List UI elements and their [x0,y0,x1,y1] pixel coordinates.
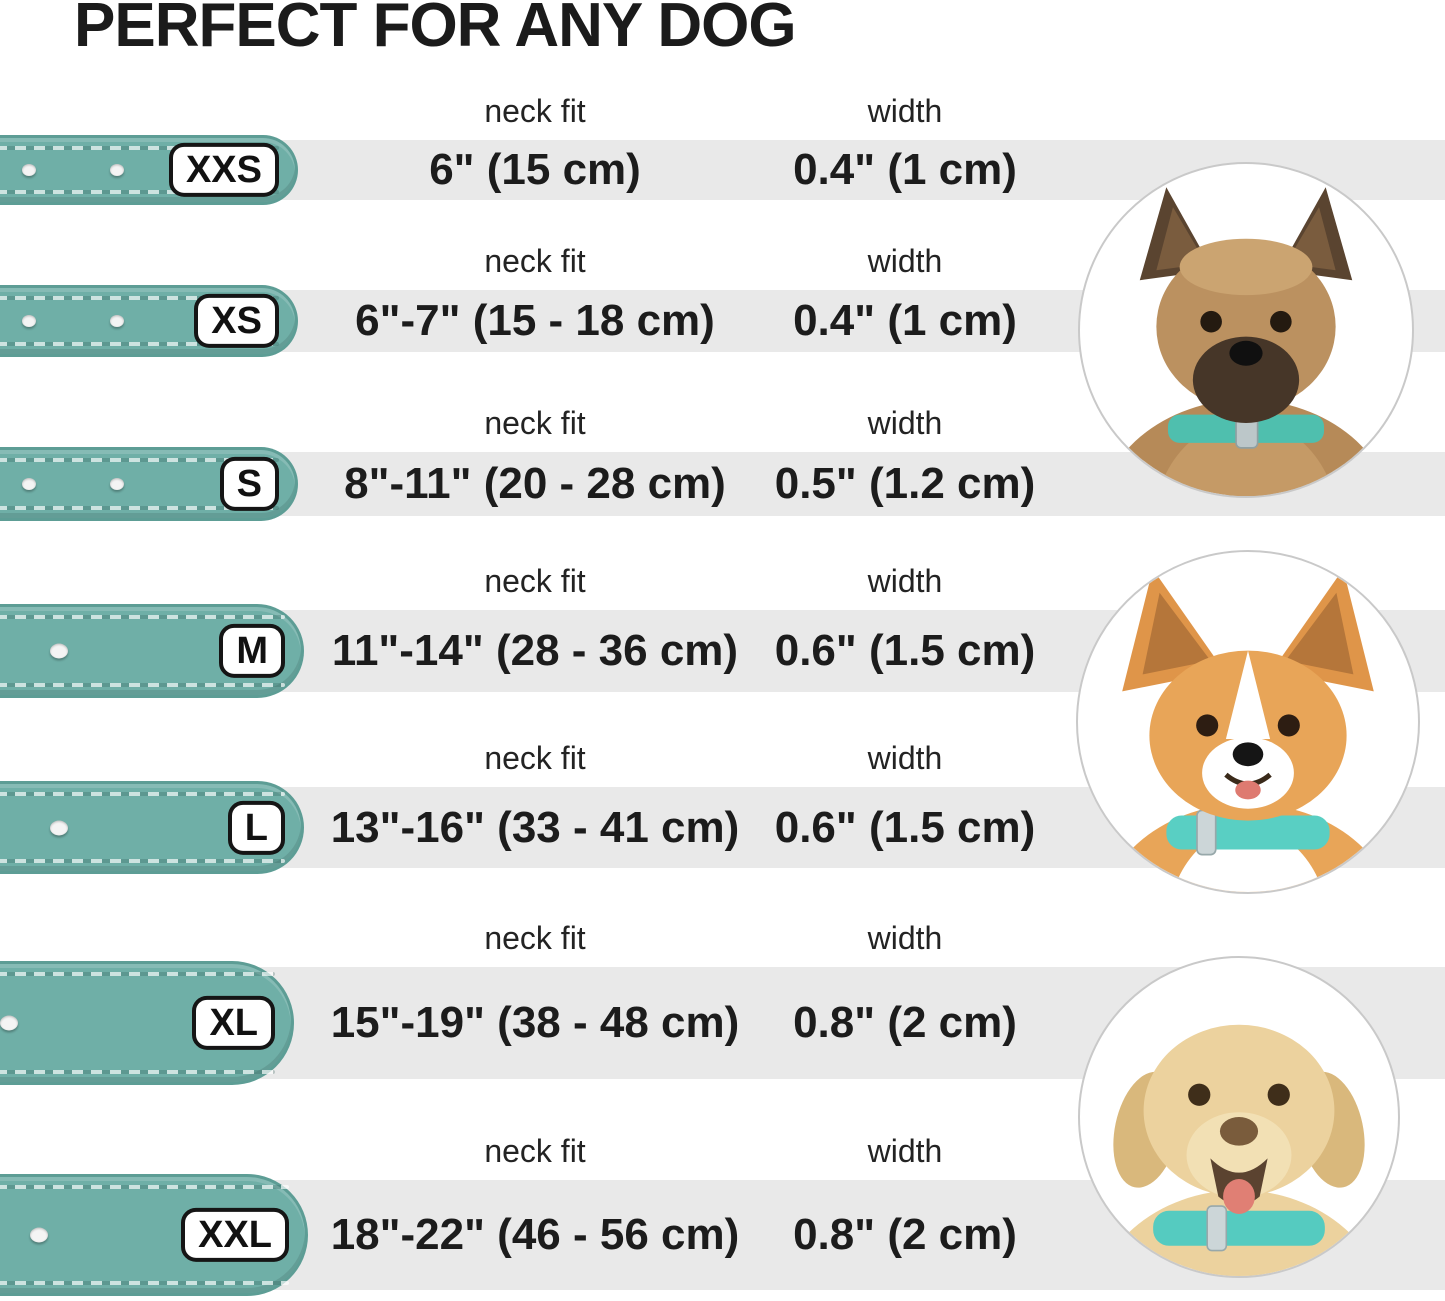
collar-hole [50,820,68,835]
collar-illustration-l: L [0,781,304,874]
collar-stitching [0,506,279,510]
size-badge: L [227,800,285,855]
neck-fit-column-header: neck fit [484,1133,586,1169]
neck-fit-value: 6"-7" (15 - 18 cm) [355,296,715,345]
terrier-illustration [1100,187,1392,496]
collar-stitching [0,1185,289,1189]
neck-fit-column-header: neck fit [484,920,586,956]
collar-stitching [0,859,285,863]
collar-stitching [0,342,279,346]
width-column-header: width [867,405,943,441]
width-column-header: width [867,563,943,599]
collar-hole [22,164,36,176]
size-row-xxs: neck fit width XXS 6" (15 cm) 0.4" (1 cm… [0,93,1445,205]
width-column-header: width [867,920,943,956]
collar-stitching [0,146,279,150]
collar-hole [110,478,124,490]
neck-fit-column-header: neck fit [484,243,586,279]
size-badge: M [219,623,285,679]
neck-fit-value: 6" (15 cm) [429,145,641,194]
width-column-header: width [867,1133,943,1169]
width-column-header: width [867,93,943,129]
collar-stitching [0,296,279,300]
neck-fit-value: 8"-11" (20 - 28 cm) [344,459,726,508]
collar-hole [22,478,36,490]
collar-stitching [0,972,275,976]
collar-illustration-m: M [0,604,304,698]
dog-photo-corgi [1076,550,1420,894]
collar-stitching [0,792,285,796]
neck-fit-column-header: neck fit [484,405,586,441]
width-value: 0.5" (1.2 cm) [774,459,1036,508]
size-badge: XXS [168,142,279,198]
neck-fit-column-header: neck fit [484,563,586,599]
collar-illustration-xl: XL [0,961,294,1085]
neck-fit-value: 18"-22" (46 - 56 cm) [330,1210,740,1259]
size-badge: XS [194,293,279,349]
collar-stitching [0,458,279,462]
collar-hole [50,643,68,659]
width-column-header: width [867,243,943,279]
width-value: 0.6" (1.5 cm) [774,802,1036,852]
neck-fit-column-header: neck fit [484,93,586,129]
collar-illustration-xxs: XXS [0,135,298,205]
dog-photo-terrier [1078,162,1414,498]
collar-stitching [0,1070,275,1074]
collar-stitching [0,683,285,687]
width-value: 0.8" (2 cm) [793,1210,1017,1259]
width-value: 0.6" (1.5 cm) [774,626,1036,675]
collar-illustration-xs: XS [0,285,298,357]
neck-fit-value: 11"-14" (28 - 36 cm) [331,626,739,675]
neck-fit-value: 13"-16" (33 - 41 cm) [330,802,740,852]
width-column-header: width [867,740,943,776]
neck-fit-value: 15"-19" (38 - 48 cm) [330,998,740,1047]
collar-stitching [0,615,285,619]
collar-hole [22,315,36,327]
size-badge: XL [192,995,275,1051]
collar-stitching [0,190,279,194]
collar-illustration-xxl: XXL [0,1174,308,1296]
collar-hole [110,164,124,176]
width-value: 0.8" (2 cm) [793,998,1017,1047]
dog-photo-labrador [1078,956,1400,1278]
size-badge: XXL [181,1207,289,1263]
collar-illustration-s: S [0,447,298,521]
corgi-illustration [1104,569,1392,892]
width-value: 0.4" (1 cm) [793,145,1017,194]
width-value: 0.4" (1 cm) [793,296,1017,345]
collar-hole [110,315,124,327]
size-badge: S [219,456,279,512]
neck-fit-column-header: neck fit [484,740,586,776]
page-title: PERFECT FOR ANY DOG [74,0,797,60]
collar-stitching [0,1281,289,1285]
collar-hole [30,1227,48,1243]
collar-hole [0,1015,18,1031]
labrador-illustration [1098,1024,1380,1276]
